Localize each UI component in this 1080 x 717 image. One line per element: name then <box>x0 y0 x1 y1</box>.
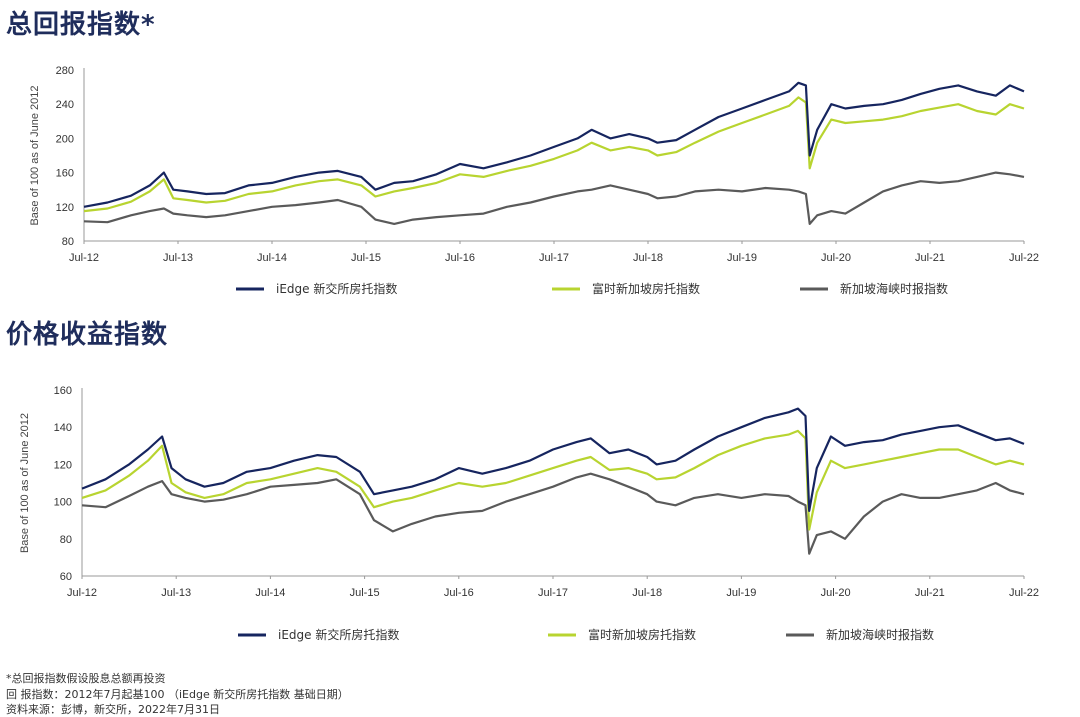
x-tick-label: Jul-13 <box>163 252 193 264</box>
x-tick-label: Jul-13 <box>161 587 191 599</box>
x-tick-label: Jul-15 <box>350 587 380 599</box>
x-tick-label: Jul-12 <box>67 587 97 599</box>
y-tick-label: 120 <box>54 459 72 471</box>
x-tick-label: Jul-14 <box>255 587 285 599</box>
y-tick-label: 60 <box>60 571 72 583</box>
footnote-dividend: *总回报指数假设股息总额再投资 <box>6 672 166 685</box>
y-axis-title: Base of 100 as of June 2012 <box>29 85 41 225</box>
x-tick-label: Jul-15 <box>351 252 381 264</box>
x-tick-label: Jul-19 <box>726 587 756 599</box>
total-return-title: 总回报指数* <box>6 10 156 40</box>
x-tick-label: Jul-20 <box>821 587 851 599</box>
x-tick-label: Jul-22 <box>1009 587 1039 599</box>
x-tick-label: Jul-14 <box>257 252 287 264</box>
series-line-ft <box>81 429 1025 531</box>
series-line-sti <box>83 171 1025 225</box>
legend-label-sti: 新加坡海峡时报指数 <box>840 281 948 296</box>
price-return-chart: 60 80 100 120 140 160 Jul-12 Jul-13 Jul-14 Jul-15… <box>19 385 1039 642</box>
total-return-chart: 80 120 160 200 240 280 Jul-12 Jul-13 Jul-14 Jul-1… <box>29 65 1039 296</box>
x-tick-label: Jul-21 <box>915 587 945 599</box>
footnote-base: 回 报指数：2012年7月起基100 （iEdge 新交所房托指数 基础日期） <box>6 688 349 701</box>
y-tick-label: 120 <box>56 202 74 214</box>
y-tick-label: 100 <box>54 497 72 509</box>
y-tick-label: 160 <box>54 385 72 397</box>
x-tick-label: Jul-22 <box>1009 252 1039 264</box>
y-tick-label: 160 <box>56 168 74 180</box>
y-tick-label: 200 <box>56 133 74 145</box>
x-tick-label: Jul-16 <box>444 587 474 599</box>
x-tick-label: Jul-21 <box>915 252 945 264</box>
legend-label-iedge: iEdge 新交所房托指数 <box>276 281 397 296</box>
x-tick-label: Jul-17 <box>538 587 568 599</box>
x-tick-label: Jul-18 <box>632 587 662 599</box>
legend-label-ft: 富时新加坡房托指数 <box>592 281 700 296</box>
series-line-sti <box>81 472 1025 555</box>
y-tick-label: 280 <box>56 65 74 77</box>
series-line-ft <box>83 96 1025 213</box>
y-tick-label: 80 <box>62 236 74 248</box>
x-tick-label: Jul-20 <box>821 252 851 264</box>
x-tick-label: Jul-19 <box>727 252 757 264</box>
y-tick-label: 80 <box>60 534 72 546</box>
legend-label-sti: 新加坡海峡时报指数 <box>826 627 934 642</box>
price-return-title: 价格收益指数 <box>6 320 169 350</box>
x-tick-label: Jul-12 <box>69 252 99 264</box>
x-tick-label: Jul-16 <box>445 252 475 264</box>
legend-label-iedge: iEdge 新交所房托指数 <box>278 627 399 642</box>
y-tick-label: 240 <box>56 99 74 111</box>
series-line-iedge <box>83 81 1025 208</box>
x-tick-label: Jul-17 <box>539 252 569 264</box>
series-line-iedge <box>81 407 1025 512</box>
x-tick-label: Jul-18 <box>633 252 663 264</box>
y-tick-label: 140 <box>54 422 72 434</box>
y-axis-title: Base of 100 as of June 2012 <box>19 413 31 553</box>
footnote-source: 资料来源：彭博，新交所，2022年7月31日 <box>6 703 220 716</box>
legend-label-ft: 富时新加坡房托指数 <box>588 627 696 642</box>
